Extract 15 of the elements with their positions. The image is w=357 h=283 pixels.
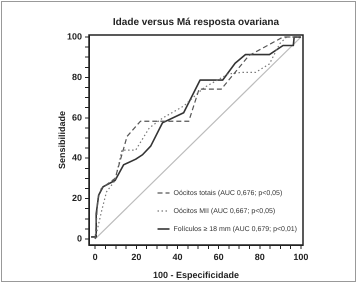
y-tick-label: 40 [72, 152, 82, 163]
y-tick-label: 0 [76, 233, 82, 244]
y-tick-label: 20 [72, 193, 82, 204]
y-tick-label: 80 [72, 72, 82, 82]
x-tick-label: 100 [293, 252, 308, 262]
y-axis-title: Sensibilidade [56, 110, 67, 170]
x-tick-label: 60 [214, 252, 224, 262]
x-tick-label: 80 [254, 252, 265, 262]
x-axis-title: 100 - Especificidade [152, 270, 240, 280]
x-tick-label: 20 [131, 252, 142, 262]
y-tick-label: 60 [72, 112, 82, 122]
y-tick-label: 100 [66, 32, 82, 42]
x-tick-label: 40 [172, 252, 182, 262]
chart-title: Idade versus Má resposta ovariana [112, 16, 280, 28]
x-tick-label: 0 [92, 252, 98, 262]
